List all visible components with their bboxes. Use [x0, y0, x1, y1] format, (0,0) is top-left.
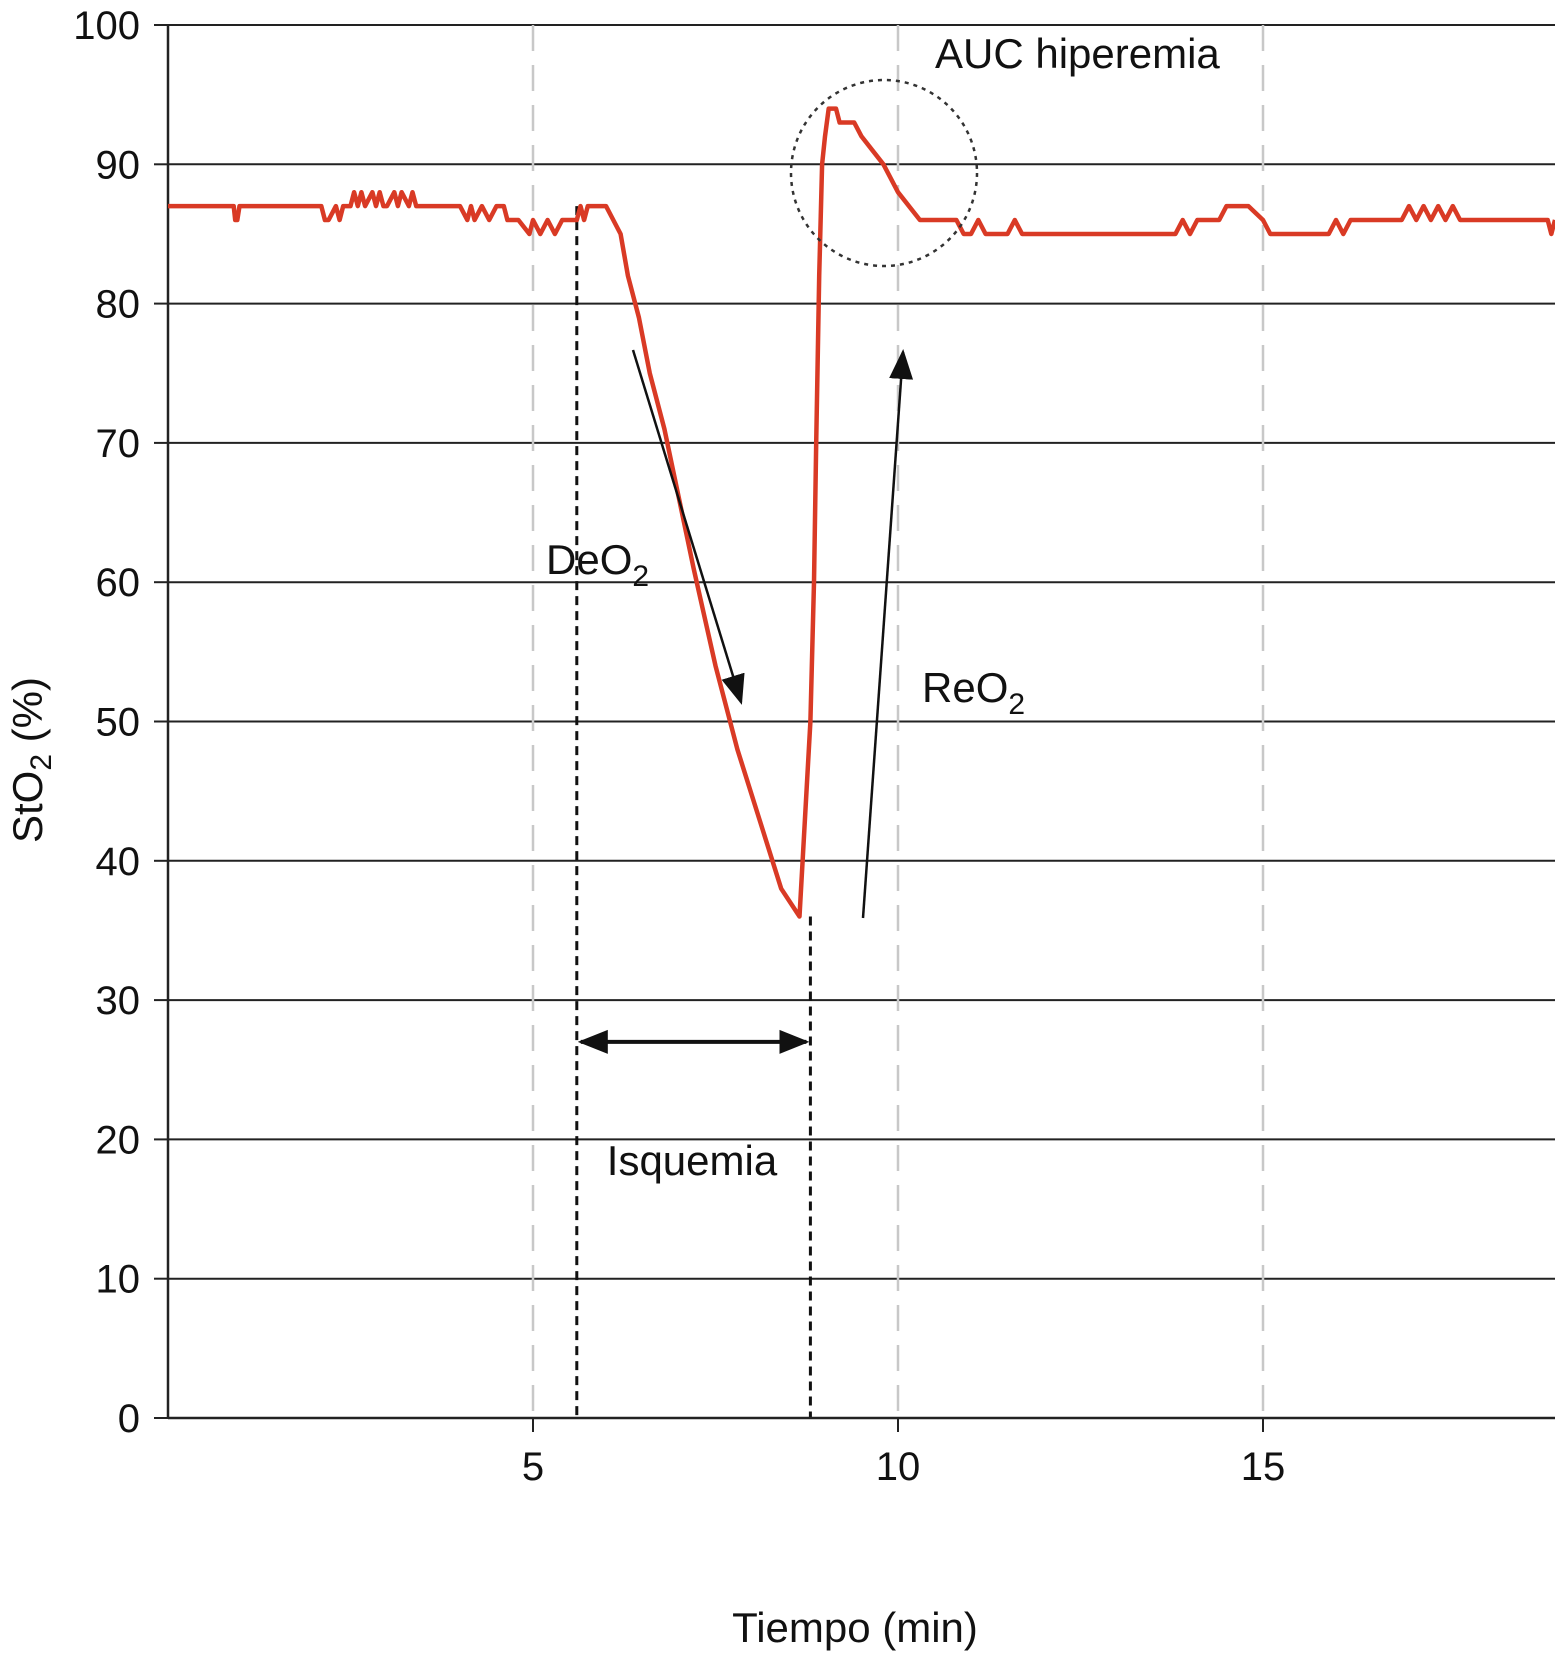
reo2-label-sub: 2	[1008, 688, 1025, 721]
reo2-label-main: ReO	[922, 664, 1008, 711]
y-axis-label-sub: 2	[25, 754, 58, 771]
y-tick-labels: 0 10 20 30 40 50 60 70 80 90 100	[73, 4, 140, 1441]
y-tick-label: 70	[96, 422, 141, 466]
y-tick-label: 100	[73, 4, 140, 48]
reo2-label: ReO2	[922, 664, 1025, 721]
x-tick-label: 15	[1241, 1445, 1286, 1489]
horizontal-gridlines	[168, 24, 1555, 1419]
ischemia-marker-lines	[575, 206, 812, 1418]
y-axis-label: StO2 (%)	[4, 677, 58, 843]
y-tick-label: 20	[96, 1118, 141, 1162]
y-axis-label-tail: (%)	[4, 677, 51, 754]
deo2-label-sub: 2	[632, 560, 649, 593]
vertical-gridlines	[531, 25, 1265, 1418]
series-layer	[168, 106, 1555, 919]
stO2-series-line	[168, 106, 1555, 919]
deo2-label-main: DeO	[546, 536, 632, 583]
axes	[154, 24, 1555, 1432]
auc-hiperemia-circle	[789, 78, 979, 268]
y-tick-label: 10	[96, 1258, 141, 1302]
y-tick-label: 30	[96, 979, 141, 1023]
y-tick-label: 90	[96, 143, 141, 187]
isquemia-label: Isquemia	[607, 1137, 778, 1184]
x-axis-label: Tiempo (min)	[732, 1604, 978, 1651]
auc-hiperemia-label: AUC hiperemia	[935, 30, 1220, 77]
y-tick-label: 40	[96, 840, 141, 884]
y-tick-label: 50	[96, 701, 141, 745]
y-tick-label: 0	[118, 1397, 140, 1441]
y-tick-label: 60	[96, 561, 141, 605]
x-tick-labels: 5 10 15	[522, 1445, 1285, 1489]
reo2-arrow	[861, 349, 914, 919]
annotations-layer	[577, 78, 979, 1054]
y-tick-label: 80	[96, 283, 141, 327]
y-axis-label-main: StO	[4, 771, 51, 843]
deo2-arrow	[631, 349, 745, 705]
deo2-label: DeO2	[546, 536, 649, 593]
x-tick-label: 10	[876, 1445, 921, 1489]
x-tick-label: 5	[522, 1445, 544, 1489]
